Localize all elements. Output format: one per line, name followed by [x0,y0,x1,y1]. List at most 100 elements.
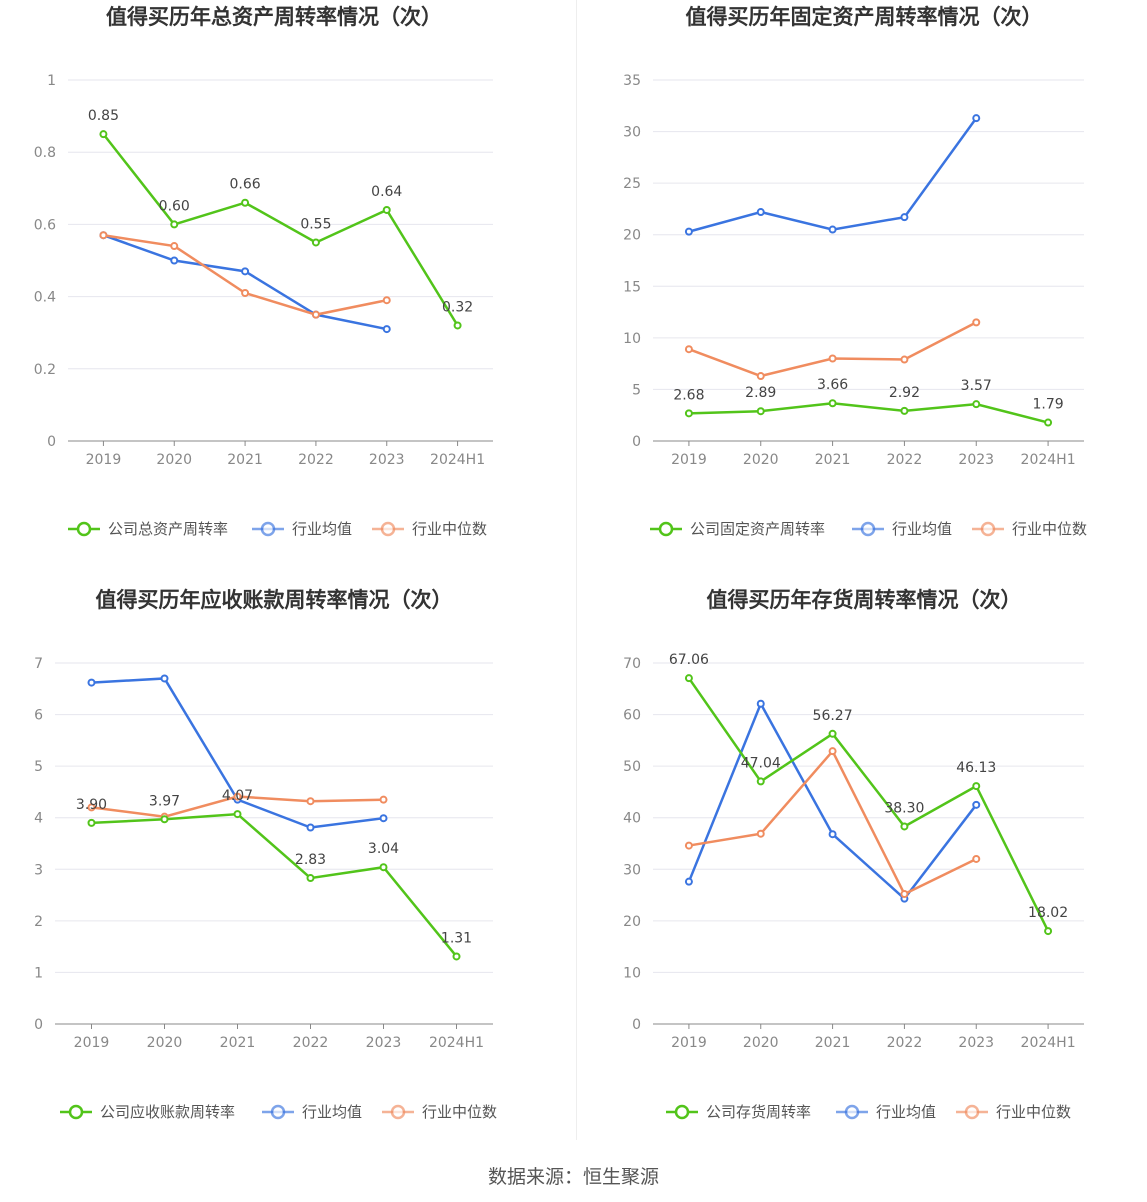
chart-root: 值得买历年总资产周转率情况（次） 0 0.2 0.4 0.6 0.8 1 2019 2020 20… [34,5,493,538]
data-label: 1.79 [1032,397,1063,413]
x-tick-label: 2022 [887,452,923,468]
x-tick-label: 2022 [298,452,334,468]
data-point [828,399,837,408]
data-point [311,310,320,319]
series-line [687,677,1050,932]
data-point [382,325,391,334]
data-label: 0.60 [159,198,190,214]
data-point [241,267,250,276]
data-point [87,678,96,687]
legend-label: 公司存货周转率 [706,1103,811,1121]
data-point [379,863,388,872]
chart-title: 值得买历年应收账款周转率情况（次） [96,588,453,612]
data-point [87,803,96,812]
data-label: 3.97 [149,793,180,809]
data-point [306,823,315,832]
chart-svg: 值得买历年固定资产周转率情况（次） 0 5 10 15 20 25 30 35 2019 2020 2… [623,5,1087,538]
y-tick-label: 2 [34,914,43,930]
data-label: 2.92 [889,385,920,401]
x-tick-label: 2023 [369,452,405,468]
legend-label: 行业中位数 [412,520,487,538]
data-point [900,822,909,831]
series-line [91,812,458,958]
data-point [900,213,909,222]
x-tick-label: 2019 [74,1035,110,1051]
data-label: 2.68 [673,387,704,403]
data-label: 1.31 [441,930,472,946]
data-point [684,674,693,683]
chart-title: 值得买历年总资产周转率情况（次） [106,5,442,29]
y-tick-label: 0 [632,434,641,450]
legend-marker [270,1104,286,1120]
data-point [972,400,981,409]
y-tick-label: 5 [632,382,641,398]
y-tick-label: 40 [623,811,641,827]
y-tick-label: 35 [623,73,641,89]
legend-marker [76,521,92,537]
data-label: 67.06 [669,652,709,668]
y-tick-label: 0.6 [34,217,56,233]
data-point [828,830,837,839]
data-point [382,205,391,214]
data-point [241,198,250,207]
data-point [972,800,981,809]
legend-marker [964,1104,980,1120]
data-label: 0.85 [88,108,119,124]
x-tick-label: 2022 [293,1035,329,1051]
x-tick-label: 2021 [815,1035,851,1051]
legend-label: 公司应收账款周转率 [100,1103,235,1121]
y-tick-label: 4 [34,811,43,827]
data-point [828,225,837,234]
data-point [756,208,765,217]
y-tick-label: 0.4 [34,290,56,306]
x-tick-label: 2024H1 [430,452,485,468]
data-label: 0.32 [442,299,473,315]
data-point [160,674,169,683]
chart-panel-receivables-turnover: 值得买历年应收账款周转率情况（次） 0 1 2 3 4 5 6 7 2019 2020 2021 202… [0,580,573,1160]
data-point [684,877,693,886]
x-tick-label: 2019 [671,1035,707,1051]
data-point [452,952,461,961]
panel-divider [576,0,577,1140]
data-label: 3.90 [76,797,107,813]
x-tick-label: 2023 [958,452,994,468]
data-point [170,256,179,265]
y-tick-label: 0.2 [34,362,56,378]
x-tick-label: 2020 [743,1035,779,1051]
data-point [453,321,462,330]
legend-marker [260,521,276,537]
y-tick-label: 10 [623,965,641,981]
data-label: 0.55 [300,216,331,232]
chart-title: 值得买历年固定资产周转率情况（次） [686,5,1043,29]
data-label: 38.30 [884,800,924,816]
x-tick-label: 2020 [156,452,192,468]
x-tick-label: 2024H1 [429,1035,484,1051]
x-tick-label: 2021 [227,452,263,468]
data-point [233,792,242,801]
y-tick-label: 5 [34,759,43,775]
y-tick-label: 15 [623,279,641,295]
data-point [170,242,179,251]
legend-marker [68,1104,84,1120]
data-point [828,354,837,363]
series-line [102,133,459,327]
chart-panel-inventory-turnover: 值得买历年存货周转率情况（次） 0 10 20 30 40 50 60 70 2019 2020 20… [576,580,1147,1160]
data-source-note: 数据来源：恒生聚源 [487,1167,659,1188]
legend-marker [380,521,396,537]
legend-label: 公司总资产周转率 [108,520,228,538]
data-point [306,874,315,883]
data-point [972,782,981,791]
x-tick-label: 2023 [958,1035,994,1051]
data-point [900,890,909,899]
legend-label: 行业均值 [302,1103,362,1121]
legend-marker [674,1104,690,1120]
data-point [382,296,391,305]
y-tick-label: 25 [623,176,641,192]
x-tick-label: 2024H1 [1021,1035,1076,1051]
data-point [241,288,250,297]
data-label: 3.04 [368,841,399,857]
data-label: 47.04 [741,755,781,771]
data-point [684,227,693,236]
data-point [306,797,315,806]
chart-root: 值得买历年应收账款周转率情况（次） 0 1 2 3 4 5 6 7 2019 2020 2021 202… [34,588,497,1121]
